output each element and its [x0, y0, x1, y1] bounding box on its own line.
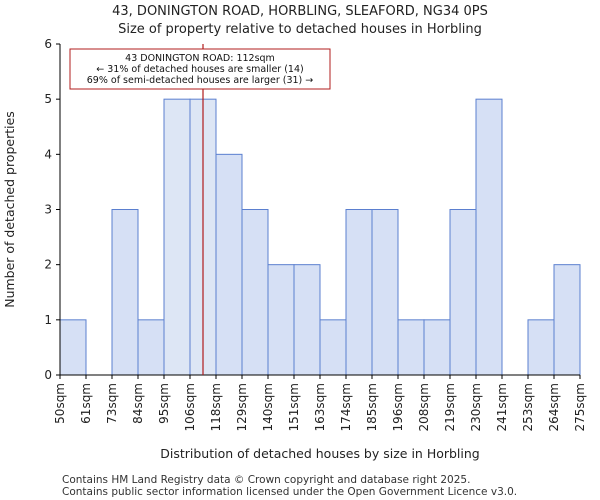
histogram-bar	[267, 264, 295, 376]
x-axis-title: Distribution of detached houses by size …	[160, 446, 480, 461]
histogram-bar	[163, 98, 191, 376]
x-tick-label: 95sqm	[157, 383, 171, 424]
histogram-bar	[527, 319, 555, 376]
x-tick-label: 61sqm	[79, 383, 93, 424]
annotation-box	[69, 48, 331, 90]
x-tick-label: 241sqm	[495, 383, 509, 431]
x-tick-label: 230sqm	[469, 383, 483, 431]
histogram-bar	[319, 319, 347, 376]
x-tick-label: 275sqm	[573, 383, 587, 431]
x-tick-label: 163sqm	[313, 383, 327, 431]
x-tick-label: 151sqm	[287, 383, 301, 431]
y-tick-label: 0	[44, 368, 52, 382]
y-tick-label: 2	[44, 258, 52, 272]
histogram-bar	[345, 209, 373, 376]
histogram-bar	[137, 319, 165, 376]
x-tick-label: 185sqm	[365, 383, 379, 431]
histogram-bar	[59, 319, 87, 376]
histogram-bar	[371, 209, 399, 376]
x-tick-label: 264sqm	[547, 383, 561, 431]
x-tick-label: 50sqm	[53, 383, 67, 424]
histogram-bar	[449, 209, 477, 376]
histogram-bar	[215, 153, 243, 376]
histogram-bar	[423, 319, 451, 376]
y-axis-title: Number of detached properties	[2, 111, 17, 308]
histogram-bar	[111, 209, 139, 376]
x-tick-label: 118sqm	[209, 383, 223, 431]
y-tick-label: 1	[44, 313, 52, 327]
histogram-bar	[293, 264, 321, 376]
x-tick-label: 208sqm	[417, 383, 431, 431]
chart-subtitle: Size of property relative to detached ho…	[118, 22, 482, 37]
annotation-line: ← 31% of detached houses are smaller (14…	[96, 64, 303, 75]
histogram-bar	[553, 264, 581, 376]
histogram-bar	[475, 98, 503, 376]
y-tick-label: 4	[44, 147, 52, 161]
x-tick-label: 253sqm	[521, 383, 535, 431]
x-tick-label: 73sqm	[105, 383, 119, 424]
x-tick-label: 219sqm	[443, 383, 457, 431]
chart-title: 43, DONINGTON ROAD, HORBLING, SLEAFORD, …	[112, 4, 488, 19]
histogram-bar	[241, 209, 269, 376]
x-tick-label: 129sqm	[235, 383, 249, 431]
footer-line-2: Contains public sector information licen…	[62, 486, 518, 498]
annotation-line: 43 DONINGTON ROAD: 112sqm	[125, 53, 275, 64]
x-tick-label: 174sqm	[339, 383, 353, 431]
x-tick-label: 106sqm	[183, 383, 197, 431]
histogram-bar	[397, 319, 425, 376]
y-tick-label: 5	[44, 92, 52, 106]
y-tick-label: 6	[44, 37, 52, 51]
annotation-line: 69% of semi-detached houses are larger (…	[87, 75, 314, 86]
x-tick-label: 84sqm	[131, 383, 145, 424]
y-tick-label: 3	[44, 203, 52, 217]
x-tick-label: 196sqm	[391, 383, 405, 431]
x-tick-label: 140sqm	[261, 383, 275, 431]
footer-line-1: Contains HM Land Registry data © Crown c…	[62, 474, 471, 486]
